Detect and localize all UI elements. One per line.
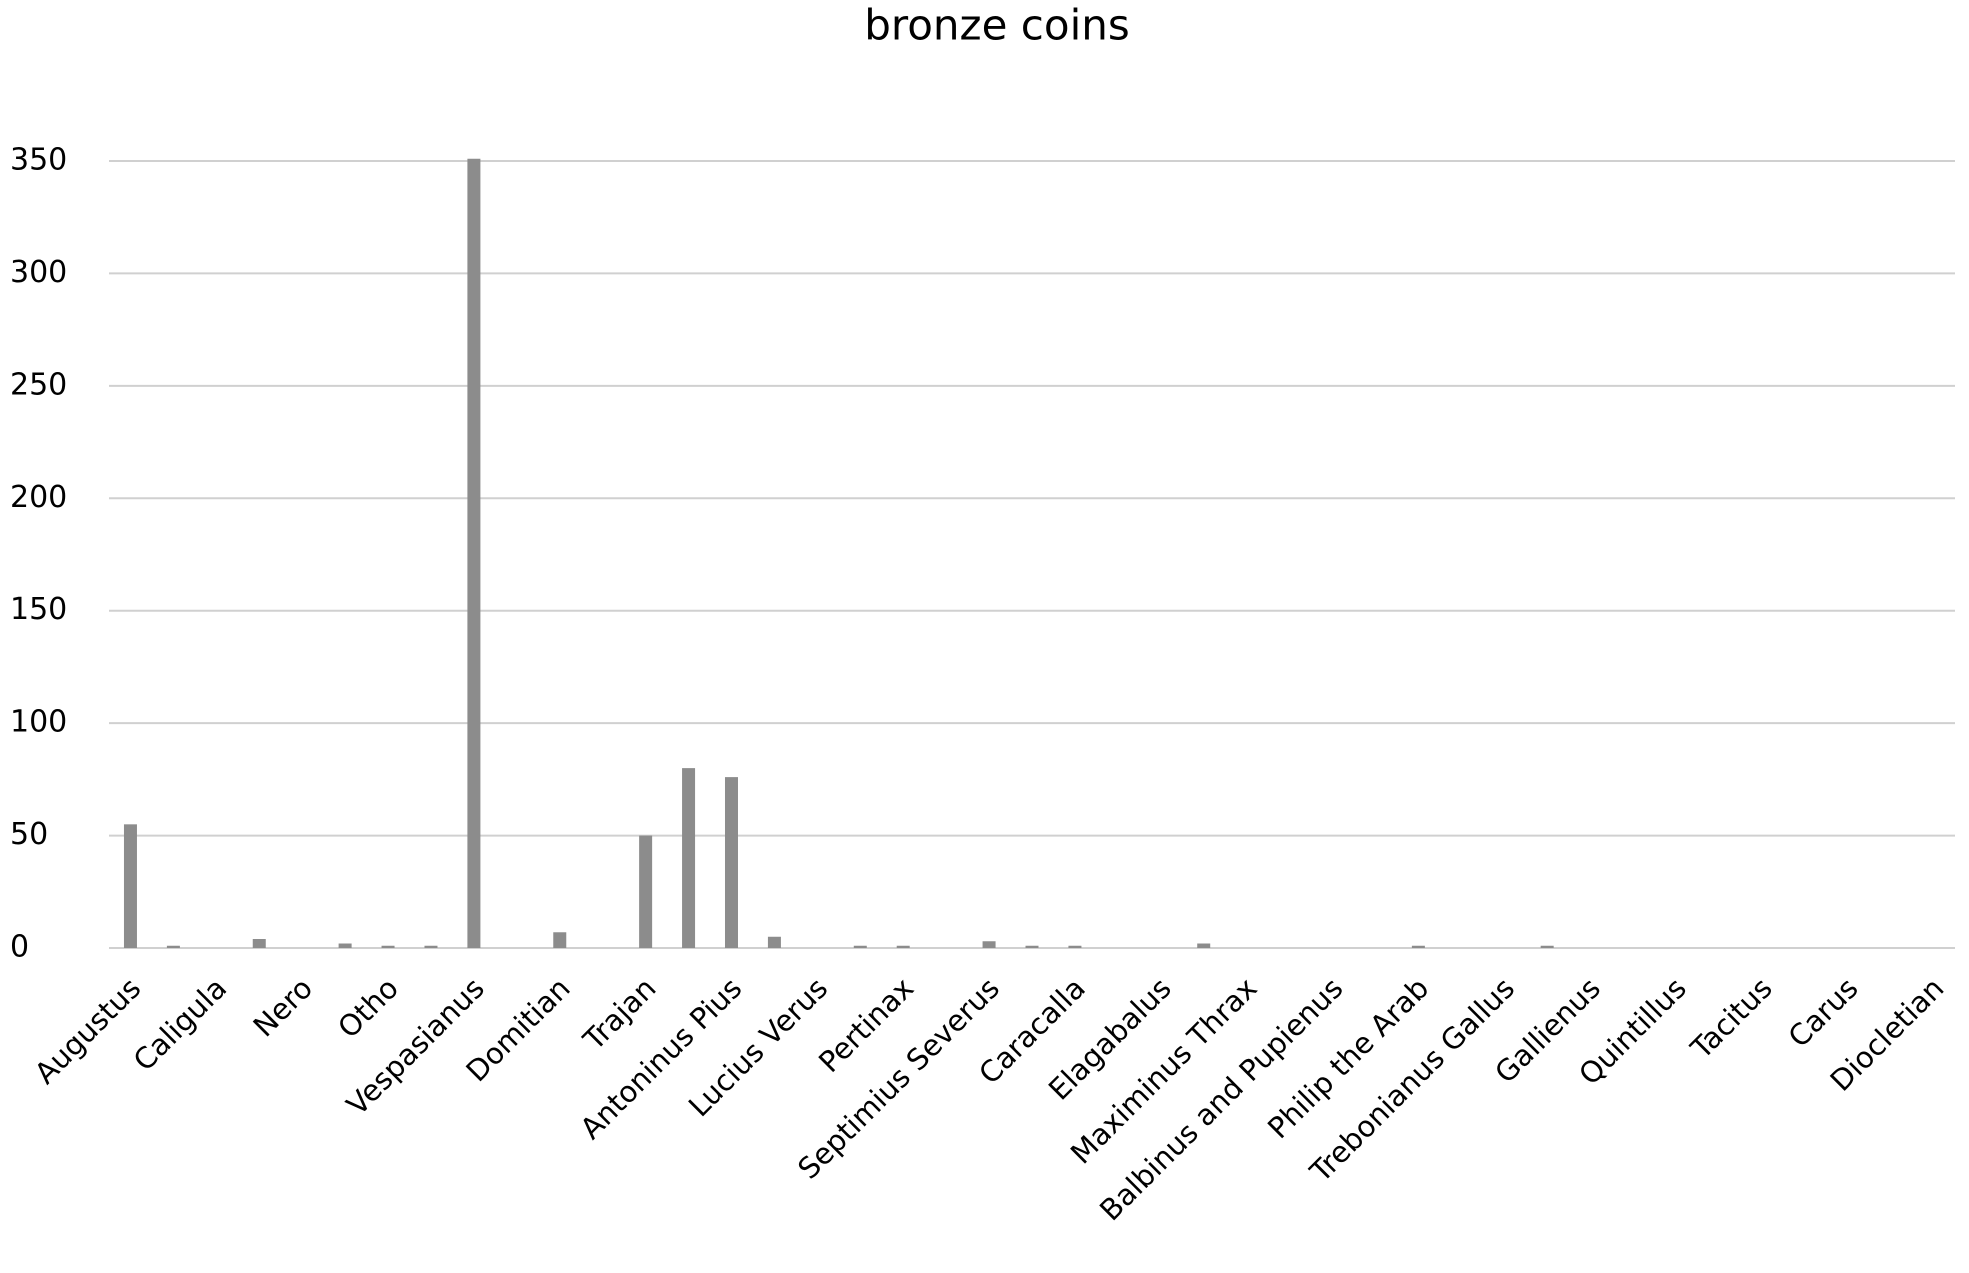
bar (123, 824, 137, 948)
x-tick-label: Otho (331, 971, 405, 1045)
bar (381, 945, 395, 948)
bar (553, 932, 567, 948)
bar (338, 943, 352, 948)
y-tick-label: 100 (10, 705, 67, 740)
bar (1025, 945, 1039, 948)
bar (166, 945, 180, 948)
bar (639, 835, 653, 948)
y-tick-label: 350 (10, 143, 67, 178)
x-tick-label: Caligula (127, 971, 234, 1078)
y-tick-label: 200 (10, 480, 67, 515)
x-tick-label: Carus (1782, 971, 1865, 1054)
y-tick-label: 300 (10, 255, 67, 290)
bar (1197, 943, 1211, 948)
bar (1540, 945, 1554, 948)
bar (853, 945, 867, 948)
bar (896, 945, 910, 948)
bar (467, 158, 481, 948)
y-tick-label: 150 (10, 592, 67, 627)
bar (682, 768, 696, 948)
chart-title: bronze coins (864, 1, 1130, 50)
bar (767, 936, 781, 948)
bar (724, 777, 738, 948)
bar (424, 945, 438, 948)
x-tick-label: Augustus (28, 971, 147, 1090)
x-tick-label: Nero (247, 971, 320, 1044)
x-tick-label: Tacitus (1684, 971, 1779, 1066)
y-tick-label: 0 (10, 930, 29, 965)
bar (252, 939, 266, 948)
bar (1068, 945, 1082, 948)
y-tick-label: 250 (10, 367, 67, 402)
bar (982, 941, 996, 948)
bar (1411, 945, 1425, 948)
y-tick-label: 50 (10, 817, 48, 852)
